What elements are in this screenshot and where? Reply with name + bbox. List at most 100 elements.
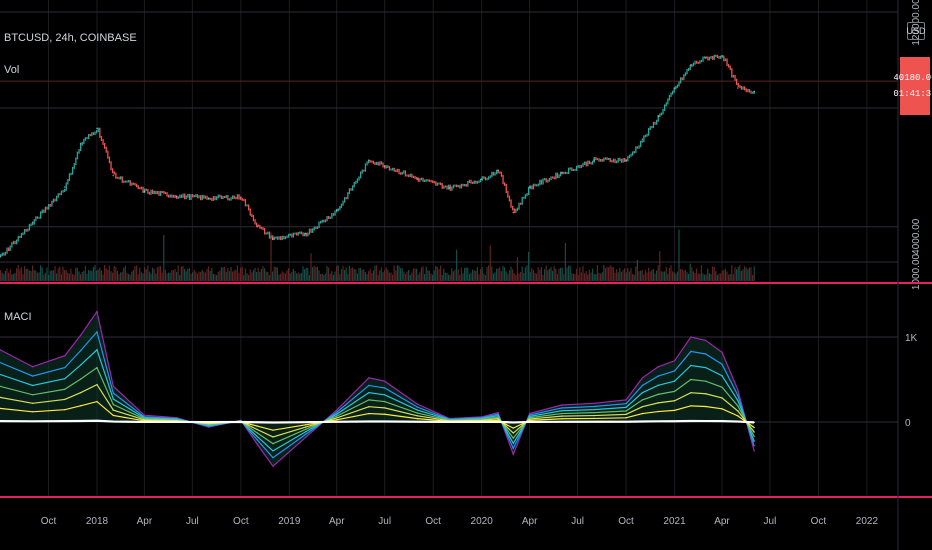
price-candle: [662, 108, 664, 115]
volume-bar: [347, 274, 349, 281]
volume-bar: [236, 265, 238, 281]
volume-bar: [158, 266, 160, 281]
price-candle: [675, 85, 677, 90]
volume-bar: [54, 266, 56, 281]
price-candle: [281, 235, 283, 241]
price-point: [528, 186, 531, 188]
maci-point: [625, 410, 627, 412]
maci-point: [96, 420, 98, 422]
volume-bar: [224, 267, 226, 281]
price-candle: [515, 208, 517, 213]
volume-bar: [556, 274, 558, 281]
volume-bar: [668, 267, 670, 281]
price-candle: [25, 229, 27, 232]
volume-bar: [531, 268, 533, 281]
maci-tick-label: 0: [905, 418, 911, 429]
price-candle: [315, 226, 317, 229]
volume-bar: [254, 267, 256, 281]
maci-point: [593, 421, 595, 423]
price-candle: [648, 128, 650, 136]
maci-point: [79, 364, 82, 366]
price-candle: [704, 56, 706, 59]
volume-bar: [523, 272, 525, 281]
volume-bar: [582, 265, 584, 281]
price-candle: [574, 168, 576, 171]
price-candle: [193, 195, 195, 198]
price-candle: [424, 179, 426, 182]
time-tick-label: Oct: [618, 516, 634, 527]
volume-bar: [112, 272, 114, 281]
price-point: [690, 63, 692, 66]
volume-bar: [116, 270, 118, 281]
price-candle: [312, 228, 314, 233]
price-candle: [441, 183, 443, 189]
maci-point: [737, 410, 739, 412]
price-candle: [659, 113, 661, 117]
maci-point: [384, 394, 386, 396]
maci-point: [753, 445, 755, 447]
price-candle: [649, 126, 651, 131]
symbol-title[interactable]: BTCUSD, 24h, COINBASE: [4, 32, 137, 44]
maci-point: [112, 403, 115, 406]
maci-point: [561, 412, 563, 415]
volume-bar: [276, 267, 278, 281]
maci-point: [336, 413, 338, 415]
maci-point: [384, 413, 386, 415]
volume-bar: [424, 273, 426, 281]
price-candle: [211, 197, 213, 201]
price-candle: [572, 168, 575, 171]
volume-bar: [331, 271, 333, 281]
volume-label[interactable]: Vol: [4, 64, 20, 76]
price-candle: [480, 178, 482, 183]
indicator-label[interactable]: MACI: [4, 311, 32, 323]
volume-bar: [281, 271, 283, 281]
maci-fill-area: [0, 311, 755, 467]
price-candle: [624, 158, 626, 162]
volume-bar: [345, 267, 347, 281]
maci-point: [704, 420, 707, 422]
maci-point: [528, 421, 531, 423]
price-candle: [145, 188, 147, 192]
volume-bar: [241, 266, 243, 281]
volume-bar: [564, 242, 566, 281]
price-candle: [288, 233, 290, 238]
price-candle: [657, 114, 659, 122]
volume-bar: [217, 271, 219, 281]
volume-bar: [753, 266, 755, 281]
price-point: [304, 232, 307, 235]
volume-bar: [52, 270, 54, 281]
price-candle: [468, 179, 471, 183]
price-candle: [571, 167, 573, 171]
maci-point: [0, 396, 1, 399]
maci-point: [304, 436, 307, 438]
price-candle: [491, 171, 493, 178]
volume-bar: [222, 267, 224, 281]
volume-bar: [388, 272, 390, 281]
price-candle: [606, 157, 608, 161]
volume-bar: [747, 269, 749, 281]
volume-bar: [291, 271, 293, 281]
price-candle: [622, 158, 624, 163]
price-candle: [326, 216, 328, 222]
price-candle: [52, 198, 55, 203]
maci-point: [497, 417, 499, 420]
volume-bar: [360, 268, 362, 281]
maci-point: [528, 417, 531, 419]
volume-bar: [243, 274, 245, 281]
price-candle: [576, 165, 578, 171]
volume-bar: [732, 274, 734, 281]
volume-bar: [150, 273, 152, 281]
price-candle: [155, 190, 157, 195]
price-candle: [588, 160, 591, 165]
volume-bar: [750, 267, 752, 281]
volume-bar: [344, 269, 346, 281]
volume-bar: [140, 272, 142, 281]
price-candle: [244, 199, 247, 207]
volume-bar: [395, 270, 397, 281]
volume-bar: [520, 271, 522, 281]
maci-point: [448, 421, 451, 423]
currency-button[interactable]: USD: [907, 22, 926, 40]
volume-bar: [400, 268, 402, 281]
maci-point: [561, 404, 563, 406]
